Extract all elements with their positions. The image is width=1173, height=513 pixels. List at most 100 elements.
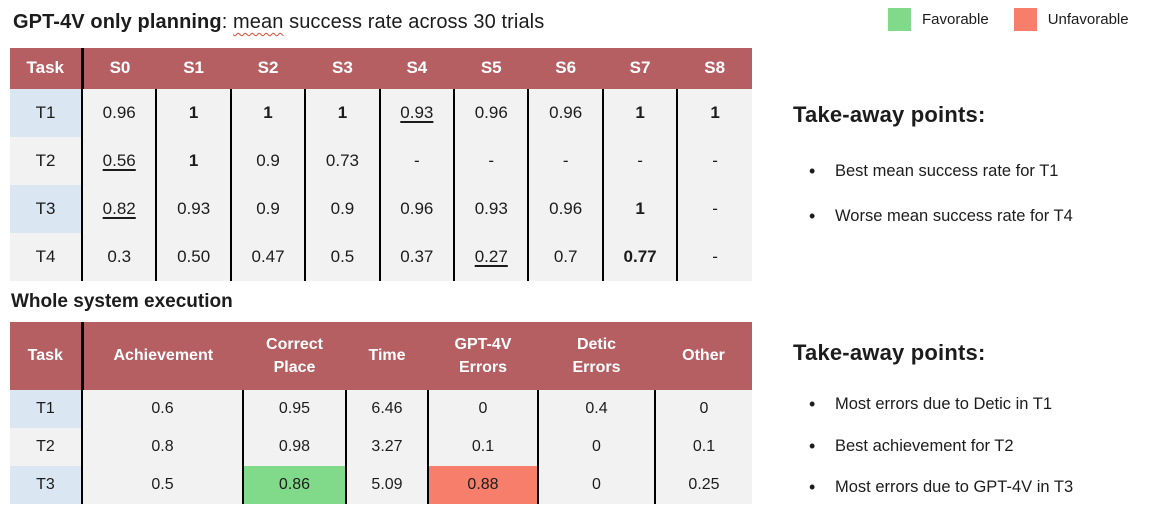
table-cell: - — [676, 137, 752, 185]
table-row: T1 0.6 0.95 6.46 0 0.4 0 — [10, 390, 752, 428]
table-cell: 1 — [155, 137, 231, 185]
table-cell: 0.1 — [654, 428, 752, 466]
table-cell: 0.27 — [453, 233, 529, 281]
table-cell: 0 — [427, 390, 538, 428]
legend-item-unfavorable: Unfavorable — [1013, 8, 1129, 31]
table-cell: 0.9 — [229, 185, 306, 233]
table-cell: 0.9 — [304, 185, 380, 233]
column-header: Other — [655, 322, 752, 390]
table-cell: 0.3 — [81, 233, 157, 281]
row-header: T1 — [10, 89, 83, 137]
takeaway-bullet: Best mean success rate for T1 — [793, 160, 1171, 182]
row-header: T3 — [10, 185, 83, 233]
legend-label: Favorable — [922, 11, 989, 28]
table-cell: 0.7 — [527, 233, 603, 281]
column-header: Task — [10, 48, 84, 89]
table-cell: - — [601, 137, 678, 185]
row-header: T4 — [10, 233, 83, 281]
table-cell: 0.47 — [229, 233, 306, 281]
page-title-rest: success rate across 30 trials — [283, 11, 545, 33]
table-cell: 1 — [229, 89, 306, 137]
table-cell: 3.27 — [345, 428, 428, 466]
column-header: S1 — [156, 48, 231, 89]
table-cell: 0.8 — [81, 428, 243, 466]
unfavorable-swatch-icon — [1013, 8, 1037, 31]
table-cell: 0 — [654, 390, 752, 428]
table-cell: 0.25 — [654, 466, 752, 504]
column-header: S2 — [230, 48, 306, 89]
row-header: T3 — [10, 466, 82, 504]
table-row: T1 0.96 1 1 1 0.93 0.96 0.96 1 1 — [10, 89, 752, 137]
table-cell: 0.5 — [81, 466, 243, 504]
table-cell: - — [527, 137, 603, 185]
table2-header: Task Achievement Correct Place Time GPT-4V E… — [10, 322, 752, 390]
takeaway-section-planning: Take-away points: Best mean success rate… — [793, 102, 1171, 227]
column-header: Correct Place — [243, 322, 346, 390]
table-cell: 0.5 — [304, 233, 380, 281]
legend: Favorable Unfavorable — [888, 8, 1129, 31]
table-cell: 0.95 — [242, 390, 346, 428]
legend-item-favorable: Favorable — [888, 8, 989, 31]
table-cell: 0 — [537, 466, 655, 504]
table-cell: 0.88 — [427, 466, 538, 504]
table-cell: 0.96 — [453, 89, 529, 137]
table-cell: 0.96 — [81, 89, 157, 137]
table1-header-row: Task S0 S1 S2 S3 S4 S5 S6 S7 S8 — [10, 48, 752, 89]
table-cell: - — [676, 233, 752, 281]
table2-header-row: Task Achievement Correct Place Time GPT-4V E… — [10, 322, 752, 390]
column-header: S7 — [602, 48, 678, 89]
column-header: Achievement — [82, 322, 243, 390]
table-cell: 0.1 — [427, 428, 538, 466]
table-row: T2 0.8 0.98 3.27 0.1 0 0.1 — [10, 428, 752, 466]
column-header: Detic Errors — [538, 322, 655, 390]
table-cell: 0.4 — [537, 390, 655, 428]
execution-table: Task Achievement Correct Place Time GPT-4V E… — [10, 322, 752, 504]
table-cell: 0.9 — [229, 137, 306, 185]
column-header: Time — [346, 322, 428, 390]
table-cell: 0.56 — [81, 137, 157, 185]
table-cell: 1 — [155, 89, 231, 137]
table-cell: 0.50 — [155, 233, 231, 281]
section-title: Whole system execution — [11, 291, 233, 312]
column-header: S0 — [82, 48, 157, 89]
table-cell: 0.6 — [81, 390, 243, 428]
table-cell: 0.93 — [453, 185, 529, 233]
table-cell: 6.46 — [345, 390, 428, 428]
column-header: S5 — [454, 48, 529, 89]
row-header: T1 — [10, 390, 82, 428]
table-cell: 0.93 — [378, 89, 455, 137]
table-cell: 0.93 — [155, 185, 231, 233]
row-header: T2 — [10, 428, 82, 466]
takeaway-heading: Take-away points: — [793, 340, 986, 365]
takeaway-bullet: Most errors due to GPT-4V in T3 — [793, 476, 1171, 498]
row-header: T2 — [10, 137, 83, 185]
table-cell: 0.73 — [304, 137, 380, 185]
column-header: S4 — [379, 48, 455, 89]
table-cell: - — [676, 185, 752, 233]
table-cell: 0.98 — [242, 428, 346, 466]
table-cell: 0.96 — [527, 185, 603, 233]
column-header: S3 — [305, 48, 380, 89]
table-cell: 0.37 — [378, 233, 455, 281]
table-cell: 1 — [601, 185, 678, 233]
legend-label: Unfavorable — [1047, 11, 1129, 28]
table-row: T4 0.3 0.50 0.47 0.5 0.37 0.27 0.7 0.77- — [10, 233, 752, 281]
table-cell: 1 — [304, 89, 380, 137]
table-cell: 0.96 — [527, 89, 603, 137]
takeaway-list: Best mean success rate for T1 Worse mean… — [793, 160, 1171, 227]
column-header: GPT-4V Errors — [428, 322, 538, 390]
takeaway-heading: Take-away points: — [793, 102, 986, 127]
table-cell: 0.96 — [378, 185, 455, 233]
table-cell: 1 — [676, 89, 752, 137]
page-title-bold: GPT-4V only planning — [13, 11, 222, 33]
column-header: S6 — [528, 48, 603, 89]
table1-header: Task S0 S1 S2 S3 S4 S5 S6 S7 S8 — [10, 48, 752, 89]
page-title: GPT-4V only planning: mean success rate … — [13, 11, 544, 34]
takeaway-bullet: Best achievement for T2 — [793, 435, 1171, 457]
table-cell: 5.09 — [345, 466, 428, 504]
table-cell: 1 — [601, 89, 678, 137]
table-cell: 0.82 — [81, 185, 157, 233]
page-title-colon: : — [221, 11, 234, 33]
page-title-misspelled-word: mean — [233, 11, 284, 33]
table-row: T2 0.56 1 0.9 0.73- - - - - — [10, 137, 752, 185]
